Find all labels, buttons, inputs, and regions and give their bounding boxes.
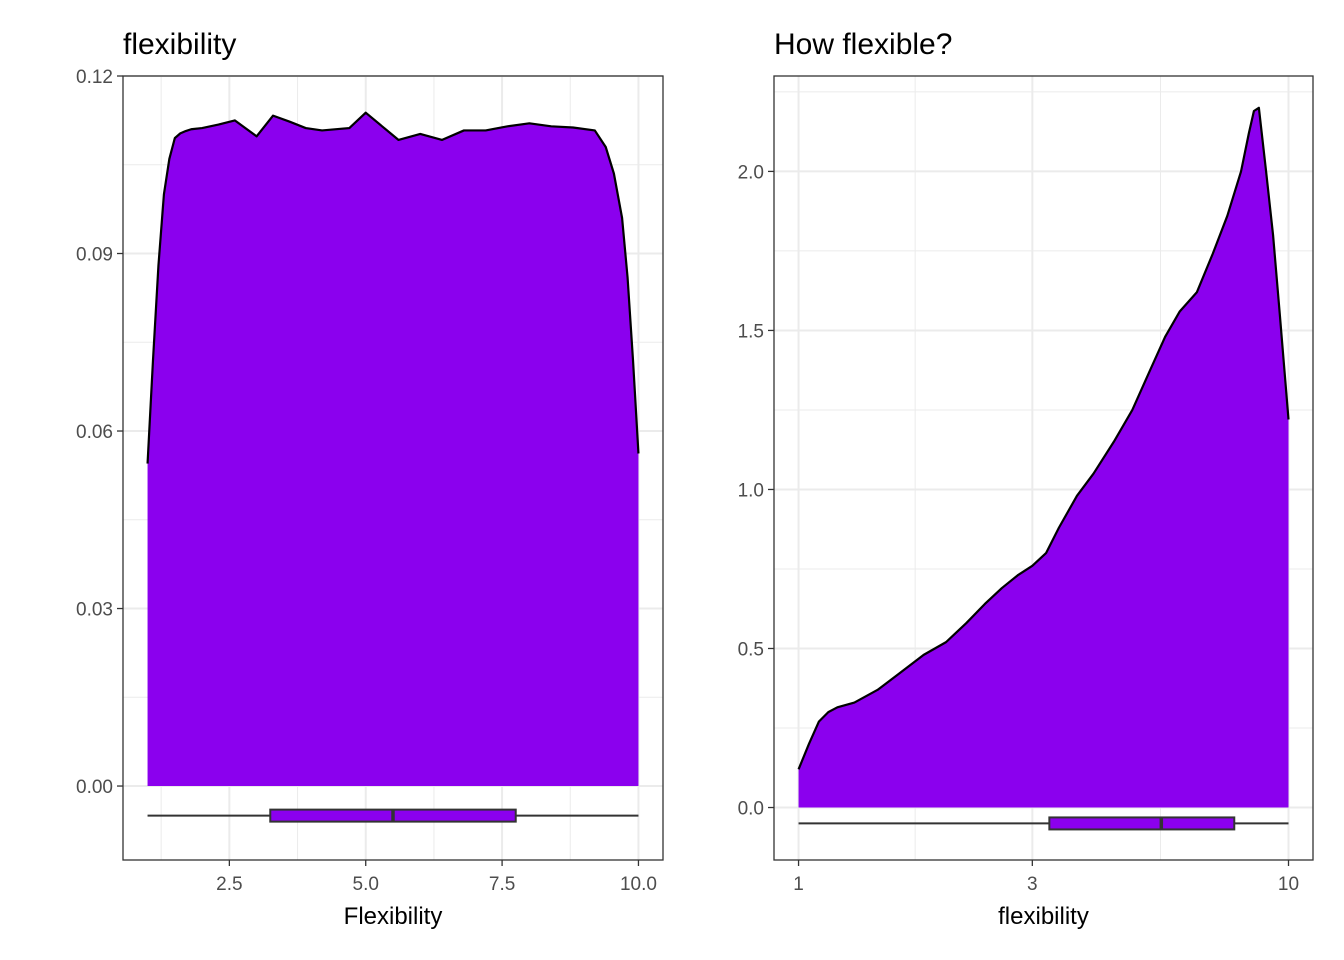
panel-border — [773, 75, 1314, 861]
x-tick-label: 10 — [1278, 874, 1299, 895]
density-chart-how-flexible: How flexible? 1 3 10 0.0 0.5 1.0 1.5 2.0 flexi… — [738, 28, 1314, 930]
x-axis-title: Flexibility — [344, 903, 443, 930]
boxplot-box — [1048, 816, 1236, 831]
density-chart-flexibility: flexibility 2.5 5.0 7.5 10.0 0.00 0.03 0.06 0.… — [76, 28, 664, 930]
y-tick-label: 0.5 — [738, 639, 764, 660]
x-tick-label: 5.0 — [353, 874, 379, 895]
y-tick-label: 0.00 — [76, 777, 113, 798]
y-tick-label: 0.09 — [76, 245, 113, 266]
x-tick-label: 3 — [1027, 874, 1038, 895]
x-tick-label: 7.5 — [489, 874, 515, 895]
chart-title: How flexible? — [774, 28, 952, 61]
y-tick-label: 0.12 — [76, 67, 113, 88]
y-tick-label: 0.06 — [76, 422, 113, 443]
x-tick-label: 1 — [793, 874, 804, 895]
density-area — [147, 112, 639, 787]
chart-title: flexibility — [123, 28, 236, 61]
y-tick-label: 1.5 — [738, 321, 764, 342]
density-curve — [797, 106, 1290, 770]
boxplot — [147, 808, 639, 823]
density-area — [798, 107, 1289, 808]
density-curve — [146, 111, 640, 464]
x-tick-label: 2.5 — [216, 874, 242, 895]
y-tick-label: 2.0 — [738, 162, 764, 183]
boxplot — [798, 816, 1289, 831]
panel-border — [122, 75, 664, 861]
y-tick-label: 1.0 — [738, 480, 764, 501]
x-axis-title: flexibility — [998, 903, 1089, 930]
y-tick-label: 0.03 — [76, 600, 113, 621]
y-tick-label: 0.0 — [738, 799, 764, 820]
x-tick-label: 10.0 — [620, 874, 657, 895]
